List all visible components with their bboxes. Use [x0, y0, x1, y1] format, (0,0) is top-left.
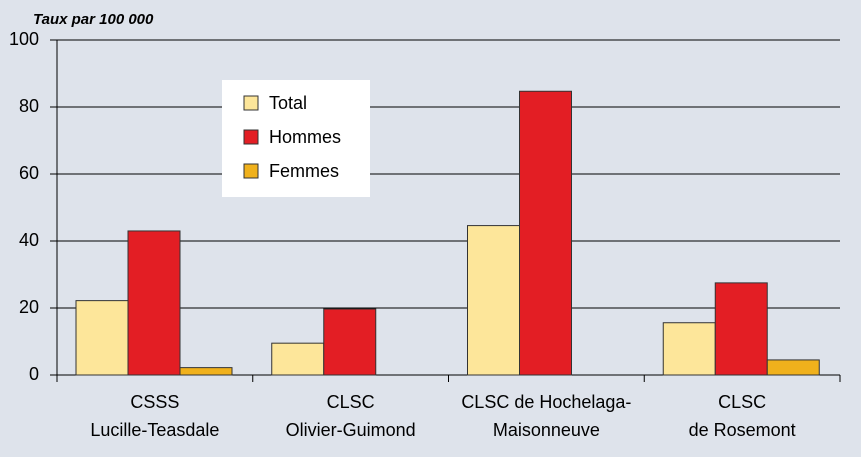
y-tick-label: 40 [19, 230, 39, 250]
x-tick-label: de Rosemont [689, 420, 796, 440]
x-tick-label: CLSC [718, 392, 766, 412]
bar [323, 308, 377, 376]
y-tick-label: 60 [19, 163, 39, 183]
legend-swatch [243, 163, 259, 179]
legend-label: Total [269, 93, 307, 113]
x-tick-label: CSSS [130, 392, 179, 412]
bar [662, 322, 716, 376]
bar [127, 230, 181, 376]
x-tick-label: Lucille-Teasdale [90, 420, 219, 440]
legend-label: Hommes [269, 127, 341, 147]
bar [766, 359, 820, 376]
x-tick-label: CLSC [327, 392, 375, 412]
x-tick-label: Maisonneuve [493, 420, 600, 440]
y-tick-label: 0 [29, 364, 39, 384]
bar [467, 225, 520, 376]
bar [75, 300, 129, 376]
x-tick-label: CLSC de Hochelaga- [461, 392, 631, 412]
legend-swatch [243, 129, 259, 145]
y-tick-label: 100 [9, 29, 39, 49]
bar [714, 282, 768, 376]
bar [179, 367, 233, 376]
bar [271, 342, 325, 376]
bar [519, 90, 572, 376]
y-tick-label: 20 [19, 297, 39, 317]
x-tick-label: Olivier-Guimond [286, 420, 416, 440]
legend-label: Femmes [269, 161, 339, 181]
y-axis-title: Taux par 100 000 [33, 11, 154, 28]
y-tick-label: 80 [19, 96, 39, 116]
legend-swatch [243, 95, 259, 111]
